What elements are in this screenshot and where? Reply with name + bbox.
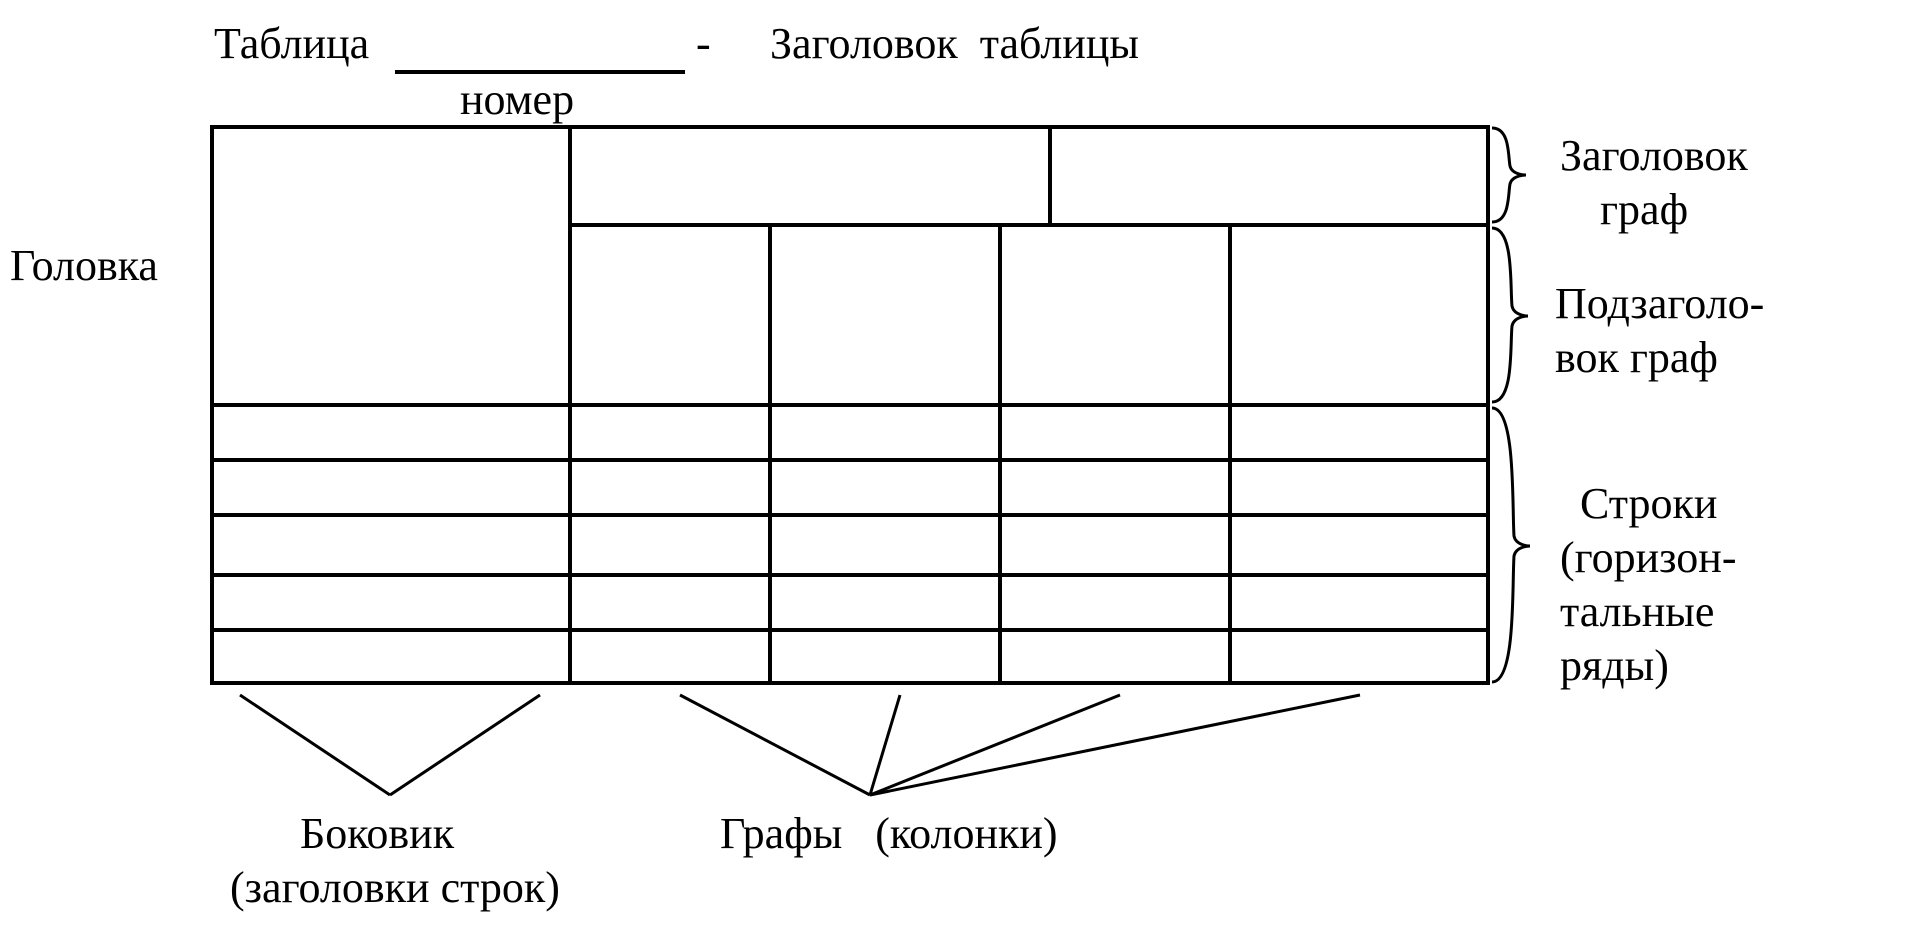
diagram-page: Таблица - Заголовок таблицы номер Головк… (0, 0, 1924, 935)
leader-grafy (0, 0, 1924, 935)
